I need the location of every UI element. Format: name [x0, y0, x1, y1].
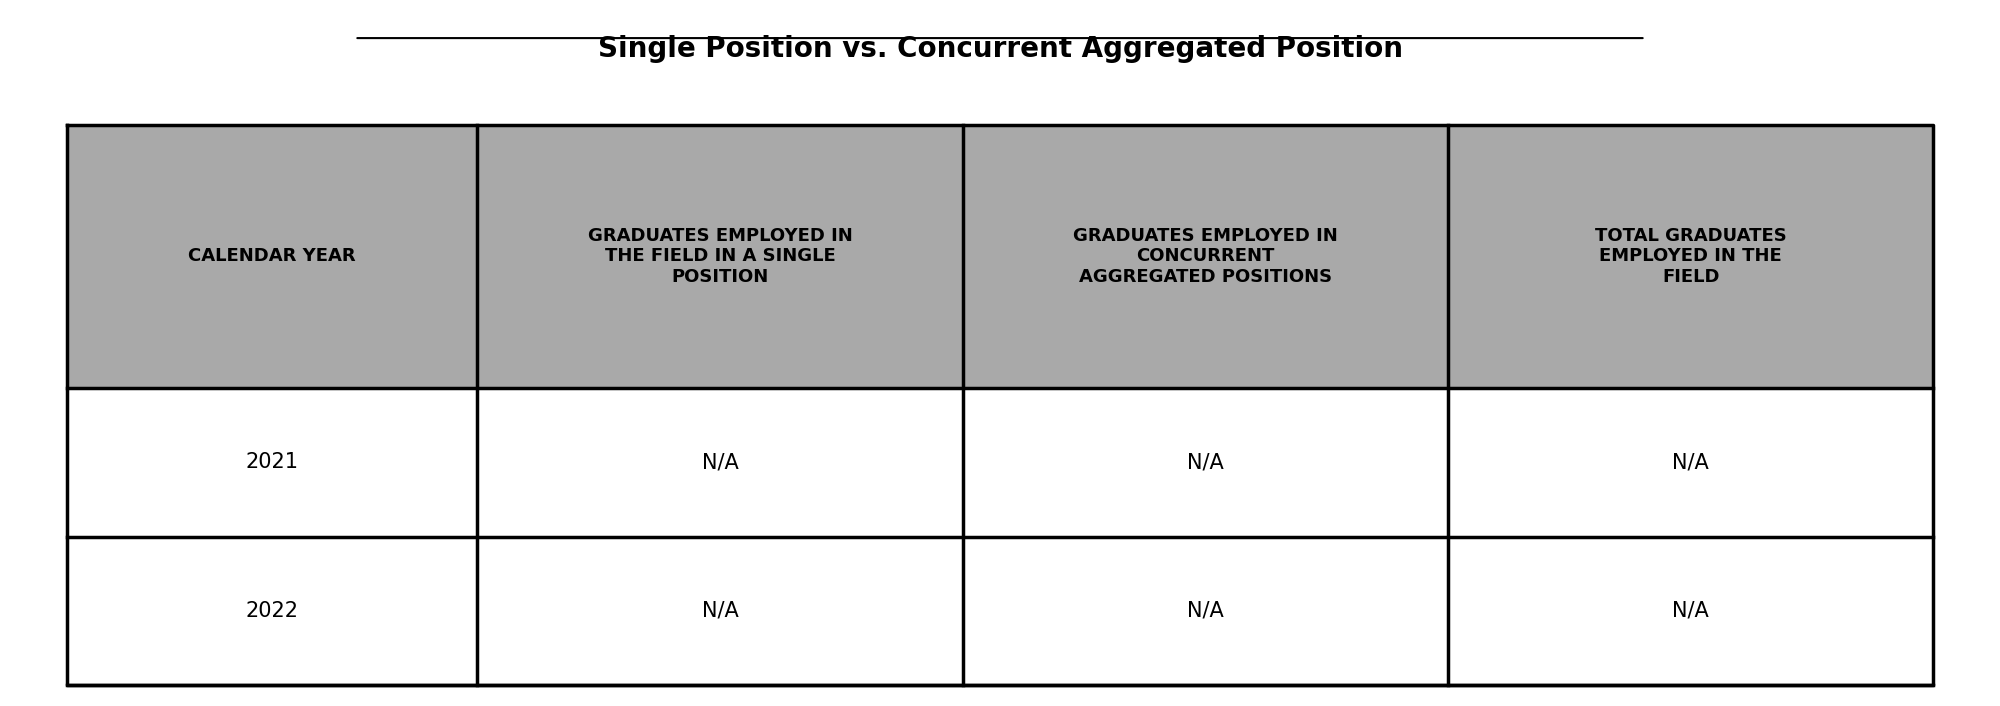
Bar	[962, 388, 1448, 537]
Text: Single Position vs. Concurrent Aggregated Position: Single Position vs. Concurrent Aggregate…	[598, 35, 1402, 63]
Text: N/A: N/A	[1672, 601, 1710, 621]
Text: GRADUATES EMPLOYED IN
THE FIELD IN A SINGLE
POSITION: GRADUATES EMPLOYED IN THE FIELD IN A SIN…	[588, 227, 852, 286]
Bar	[962, 124, 1448, 388]
Bar	[66, 537, 478, 686]
Text: N/A: N/A	[702, 601, 738, 621]
Bar	[1448, 388, 1934, 537]
Text: 2021: 2021	[246, 453, 298, 472]
Text: N/A: N/A	[1186, 453, 1224, 472]
Bar	[1448, 124, 1934, 388]
Bar	[962, 537, 1448, 686]
Bar	[478, 388, 962, 537]
Text: CALENDAR YEAR: CALENDAR YEAR	[188, 247, 356, 265]
Text: N/A: N/A	[1672, 453, 1710, 472]
Bar	[66, 124, 478, 388]
Bar	[478, 537, 962, 686]
Text: TOTAL GRADUATES
EMPLOYED IN THE
FIELD: TOTAL GRADUATES EMPLOYED IN THE FIELD	[1594, 227, 1786, 286]
Bar	[1448, 537, 1934, 686]
Text: N/A: N/A	[702, 453, 738, 472]
Bar	[478, 124, 962, 388]
Text: GRADUATES EMPLOYED IN
CONCURRENT
AGGREGATED POSITIONS: GRADUATES EMPLOYED IN CONCURRENT AGGREGA…	[1072, 227, 1338, 286]
Text: 2022: 2022	[246, 601, 298, 621]
Text: N/A: N/A	[1186, 601, 1224, 621]
Bar	[66, 388, 478, 537]
